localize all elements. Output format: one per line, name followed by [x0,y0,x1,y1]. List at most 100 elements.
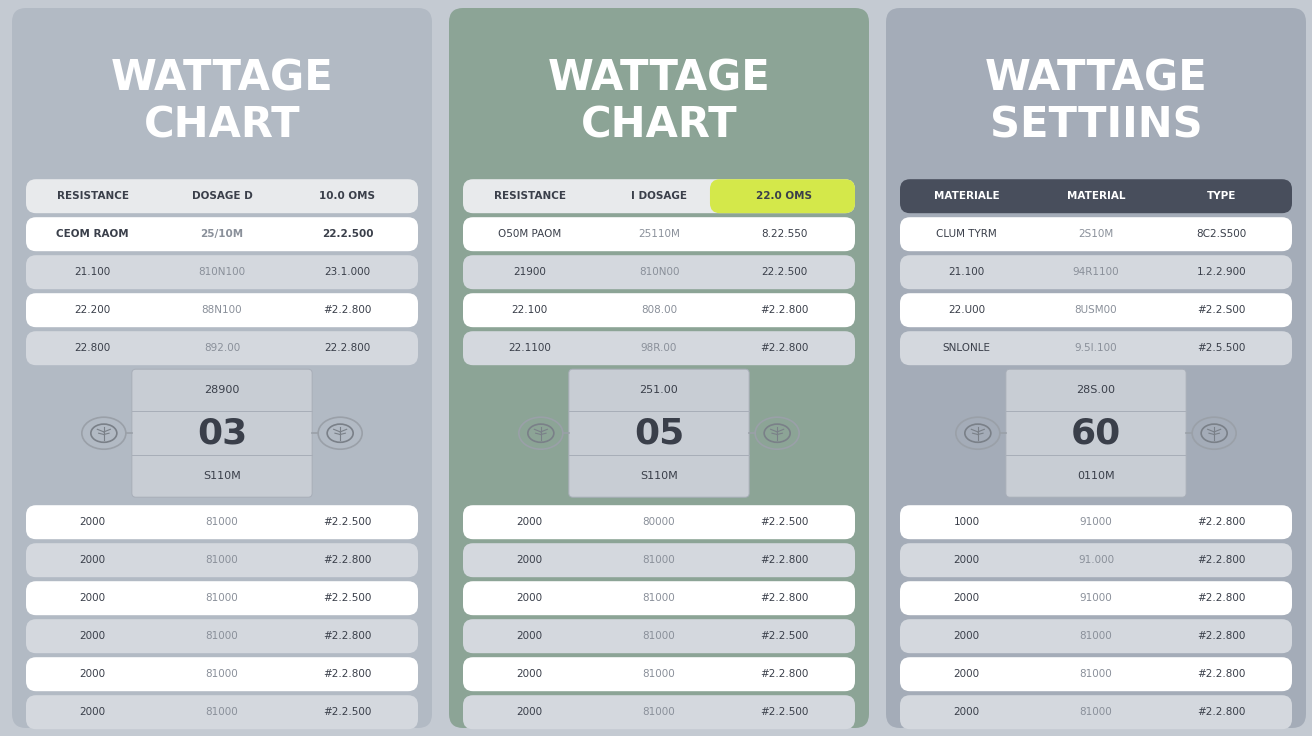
Text: 81000: 81000 [643,631,676,641]
Text: 2000: 2000 [517,593,543,604]
FancyBboxPatch shape [131,369,312,498]
Text: 81000: 81000 [1080,669,1113,679]
Text: 2000: 2000 [954,631,980,641]
Text: 81000: 81000 [1080,631,1113,641]
Text: CEOM RAOM: CEOM RAOM [56,229,129,239]
Text: RESISTANCE: RESISTANCE [493,191,565,201]
Ellipse shape [81,417,126,449]
Text: 91.000: 91.000 [1078,555,1114,565]
Ellipse shape [518,417,563,449]
Text: 892.00: 892.00 [203,343,240,353]
FancyBboxPatch shape [886,8,1305,728]
Text: 22.U00: 22.U00 [949,305,985,315]
Text: 808.00: 808.00 [642,305,677,315]
FancyBboxPatch shape [26,619,419,654]
FancyBboxPatch shape [900,255,1292,289]
Text: 21.100: 21.100 [75,267,110,277]
Text: S110M: S110M [203,471,241,481]
Text: WATTAGE
SETTIINS: WATTAGE SETTIINS [984,57,1207,146]
Text: 10.0 OMS: 10.0 OMS [319,191,375,201]
Text: #2.2.800: #2.2.800 [760,669,808,679]
Text: 28S.00: 28S.00 [1077,386,1115,395]
FancyBboxPatch shape [463,255,855,289]
Text: 94R1100: 94R1100 [1073,267,1119,277]
Text: 2S10M: 2S10M [1078,229,1114,239]
Text: #2.2.800: #2.2.800 [323,669,371,679]
Text: 81000: 81000 [206,669,239,679]
Text: 81000: 81000 [643,707,676,717]
FancyBboxPatch shape [900,657,1292,691]
FancyBboxPatch shape [900,331,1292,365]
Text: 25/10M: 25/10M [201,229,244,239]
Text: 05: 05 [634,416,684,450]
Text: #2.2.800: #2.2.800 [1198,517,1245,527]
FancyBboxPatch shape [463,696,855,729]
Text: 2000: 2000 [80,669,106,679]
Text: 2000: 2000 [80,707,106,717]
Text: O50M PAOM: O50M PAOM [499,229,562,239]
Text: #2.2.800: #2.2.800 [1198,669,1245,679]
FancyBboxPatch shape [26,255,419,289]
Text: WATTAGE
CHART: WATTAGE CHART [547,57,770,146]
Text: 2000: 2000 [517,555,543,565]
Text: #2.2.800: #2.2.800 [323,631,371,641]
Text: SNLONLE: SNLONLE [942,343,991,353]
Text: 1000: 1000 [954,517,980,527]
Text: 21900: 21900 [513,267,546,277]
Text: I DOSAGE: I DOSAGE [631,191,687,201]
FancyBboxPatch shape [900,696,1292,729]
Text: #2.2.800: #2.2.800 [1198,593,1245,604]
Text: 0110M: 0110M [1077,471,1115,481]
FancyBboxPatch shape [463,543,855,577]
Ellipse shape [956,417,1000,449]
Text: #2.2.800: #2.2.800 [760,593,808,604]
Text: 22.2.500: 22.2.500 [761,267,808,277]
Text: 22.200: 22.200 [75,305,110,315]
Text: #2.2.800: #2.2.800 [1198,631,1245,641]
Text: 81000: 81000 [643,669,676,679]
FancyBboxPatch shape [900,505,1292,539]
Text: #2.5.500: #2.5.500 [1198,343,1245,353]
FancyBboxPatch shape [26,657,419,691]
Text: #2.2.800: #2.2.800 [323,305,371,315]
Text: 2000: 2000 [954,555,980,565]
FancyBboxPatch shape [463,657,855,691]
FancyBboxPatch shape [710,179,855,213]
Text: CLUM TYRM: CLUM TYRM [937,229,997,239]
Text: S110M: S110M [640,471,678,481]
Text: 8.22.550: 8.22.550 [761,229,808,239]
Text: 81000: 81000 [206,555,239,565]
FancyBboxPatch shape [12,8,432,728]
Text: 21.100: 21.100 [949,267,985,277]
Ellipse shape [319,417,362,449]
Text: 81000: 81000 [206,593,239,604]
Text: 251.00: 251.00 [640,386,678,395]
FancyBboxPatch shape [449,8,869,728]
FancyBboxPatch shape [1006,369,1186,498]
Text: #2.2.800: #2.2.800 [323,555,371,565]
Text: 810N100: 810N100 [198,267,245,277]
Text: MATERIALE: MATERIALE [934,191,1000,201]
Text: 60: 60 [1071,416,1122,450]
Text: TYPE: TYPE [1207,191,1236,201]
FancyBboxPatch shape [463,619,855,654]
Text: 22.800: 22.800 [75,343,110,353]
Text: #2.2.500: #2.2.500 [323,707,371,717]
FancyBboxPatch shape [26,543,419,577]
Text: 80000: 80000 [643,517,676,527]
Text: 810N00: 810N00 [639,267,680,277]
Text: 2000: 2000 [954,593,980,604]
FancyBboxPatch shape [26,505,419,539]
Text: 8C2.S500: 8C2.S500 [1197,229,1246,239]
Text: 03: 03 [197,416,247,450]
Text: DOSAGE D: DOSAGE D [192,191,252,201]
Text: 81000: 81000 [643,593,676,604]
Text: 9.5I.100: 9.5I.100 [1075,343,1118,353]
FancyBboxPatch shape [463,581,855,615]
FancyBboxPatch shape [463,179,855,213]
Text: 8USM00: 8USM00 [1075,305,1118,315]
Text: 2000: 2000 [517,669,543,679]
FancyBboxPatch shape [463,331,855,365]
FancyBboxPatch shape [900,217,1292,251]
Text: #2.2.500: #2.2.500 [760,517,808,527]
